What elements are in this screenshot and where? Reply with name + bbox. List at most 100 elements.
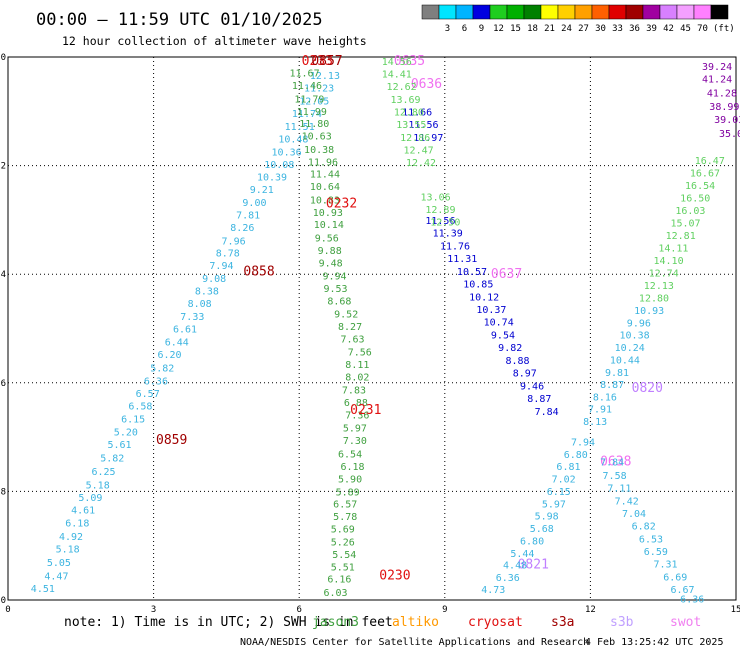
colorbar-swatch	[659, 4, 678, 20]
wave-height-label: 6.15	[121, 415, 145, 426]
wave-height-label: 8.02	[345, 372, 369, 383]
colorbar-swatch	[455, 4, 474, 20]
wave-height-label: 5.05	[47, 558, 71, 569]
colorbar-swatch	[506, 4, 525, 20]
x-tick-label: 9	[442, 605, 447, 615]
wave-height-label: 35.06	[719, 129, 740, 140]
wave-height-label: 5.51	[331, 562, 355, 573]
wave-height-label: 6.54	[338, 449, 362, 460]
wave-height-label: 9.88	[318, 246, 342, 257]
wave-height-label: 8.87	[600, 380, 624, 391]
wave-height-label: 5.89	[336, 487, 360, 498]
wave-height-label: 12.62	[387, 82, 417, 93]
wave-height-label: 11.97	[413, 133, 443, 144]
wave-height-label: 7.36	[345, 410, 369, 421]
wave-height-label: 12.13	[644, 281, 674, 292]
wave-height-label: 7.30	[343, 436, 367, 447]
wave-height-label: 4.73	[481, 585, 505, 596]
wave-height-label: 8.78	[216, 248, 240, 259]
wave-height-label: 11.46	[292, 81, 322, 92]
wave-height-label: 10.85	[463, 279, 493, 290]
wave-height-label: 8.16	[593, 392, 617, 403]
colorbar-label: 15	[510, 24, 521, 34]
x-tick-label: 6	[296, 605, 301, 615]
colorbar-label: 12	[493, 24, 504, 34]
y-tick-label: -54	[0, 270, 6, 280]
pass-time-label: 0232	[326, 197, 357, 212]
wave-height-label: 8.26	[230, 223, 254, 234]
wave-height-label: 7.91	[588, 404, 612, 415]
wave-height-label: 9.21	[250, 185, 274, 196]
wave-height-label: 6.36	[680, 594, 704, 605]
wave-height-label: 6.36	[144, 377, 168, 388]
wave-height-label: 12.80	[639, 294, 669, 305]
wave-height-label: 14.10	[653, 256, 683, 267]
colorbar-swatch	[676, 4, 695, 20]
wave-height-label: 11.44	[310, 170, 340, 181]
wave-height-label: 12.47	[404, 145, 434, 156]
wave-height-label: 11.23	[304, 83, 334, 94]
colorbar-swatch	[642, 4, 661, 20]
x-tick-label: 0	[5, 605, 10, 615]
wave-height-label: 7.63	[340, 334, 364, 345]
wave-height-label: 16.50	[680, 194, 710, 205]
colorbar-swatch	[540, 4, 559, 20]
colorbar-label: 27	[578, 24, 589, 34]
wave-height-label: 14.11	[658, 244, 688, 255]
colorbar-label: 45	[680, 24, 691, 34]
wave-height-label: 8.27	[338, 322, 362, 333]
wave-height-label: 39.03	[714, 115, 740, 126]
wave-height-label: 10.63	[302, 132, 332, 143]
y-tick-label: -60	[0, 596, 6, 606]
wave-height-label: 8.38	[195, 286, 219, 297]
colorbar-label: 33	[612, 24, 623, 34]
wave-height-label: 6.18	[65, 518, 89, 529]
wave-height-label: 10.48	[278, 134, 308, 145]
wave-height-label: 6.81	[556, 462, 580, 473]
x-tick-label: 12	[585, 605, 596, 615]
wave-height-label: 16.03	[675, 206, 705, 217]
wave-height-label: 9.54	[491, 330, 515, 341]
colorbar-unit: (ft)	[713, 24, 735, 34]
colorbar-label: 70	[697, 24, 708, 34]
wave-height-label: 12.74	[649, 269, 679, 280]
wave-height-label: 11.56	[425, 216, 455, 227]
colorbar-swatch	[710, 4, 729, 20]
wave-height-label: 6.16	[327, 574, 351, 585]
plot-frame	[7, 56, 737, 601]
note-text: note: 1) Time is in UTC; 2) SWH is in fe…	[64, 615, 393, 630]
wave-height-label: 12.42	[406, 158, 436, 169]
wave-height-label: 9.82	[498, 343, 522, 354]
wave-height-label: 8.08	[188, 299, 212, 310]
wave-height-label: 10.12	[469, 292, 499, 303]
wave-height-label: 9.94	[322, 271, 346, 282]
wave-height-label: 10.57	[457, 267, 487, 278]
wave-height-label: 41.24	[702, 75, 732, 86]
pass-time-label: 0857	[311, 54, 342, 69]
colorbar-swatch	[625, 4, 644, 20]
wave-height-label: 7.33	[180, 312, 204, 323]
wave-height-label: 12.81	[666, 231, 696, 242]
wave-height-label: 10.14	[314, 220, 344, 231]
wave-height-label: 6.69	[663, 573, 687, 584]
y-tick-label: -52	[0, 162, 6, 172]
wave-height-label: 5.82	[100, 454, 124, 465]
colorbar-swatch	[574, 4, 593, 20]
wave-height-label: 7.84	[535, 407, 559, 418]
wave-height-label: 6.67	[670, 585, 694, 596]
x-tick-label: 15	[731, 605, 740, 615]
wave-height-label: 8.68	[327, 296, 351, 307]
colorbar-swatch	[421, 4, 440, 20]
wave-height-label: 6.59	[644, 547, 668, 558]
wave-height-label: 5.61	[107, 440, 131, 451]
wave-height-label: 10.08	[264, 160, 294, 171]
colorbar-label: 24	[561, 24, 572, 34]
colorbar-swatch	[438, 4, 457, 20]
axis-ticks: 0 3 6 9 12 15 -50 -52 -54 -56 -58 -60	[0, 53, 740, 615]
pass-time-label: 0820	[632, 381, 663, 396]
satellite-legend: jason3 altiko cryosat s3a s3b swot	[312, 615, 701, 630]
wave-height-label: 16.54	[685, 181, 715, 192]
wave-height-label: 6.58	[128, 402, 152, 413]
wave-height-label: 5.78	[333, 512, 357, 523]
